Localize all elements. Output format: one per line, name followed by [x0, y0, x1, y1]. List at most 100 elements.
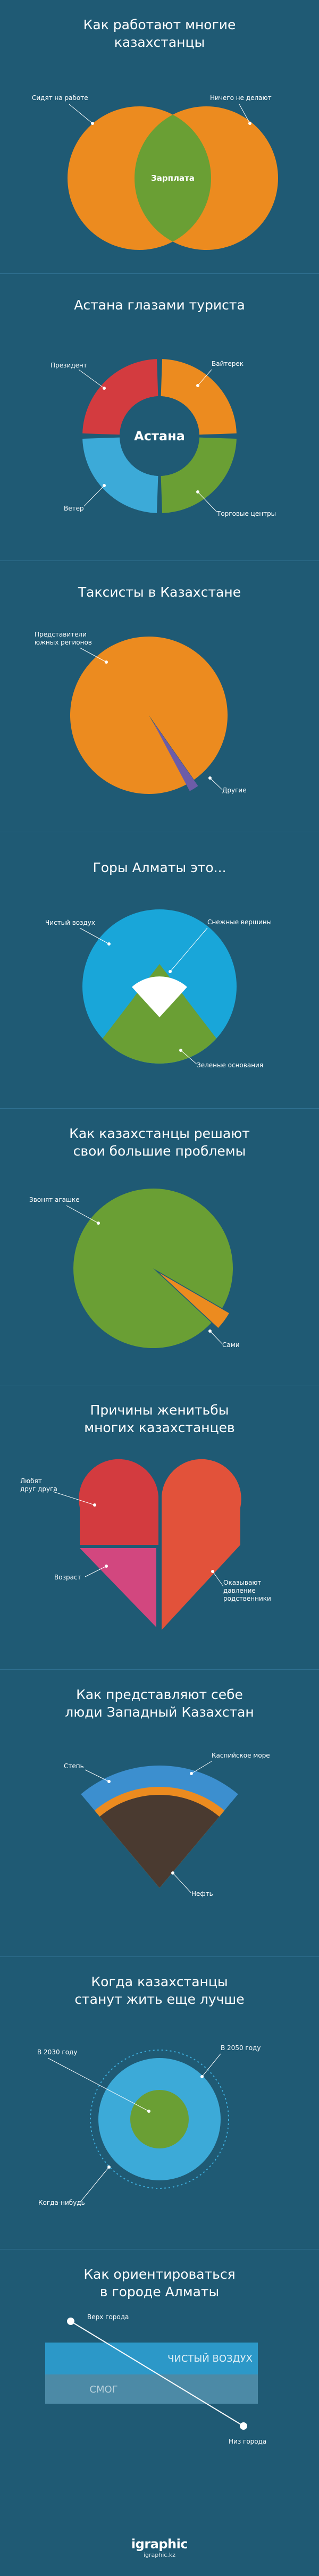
- label-air: Чистый воздух: [45, 919, 95, 926]
- label-bl: Ветер: [64, 505, 84, 512]
- venn-diagram: Зарплата Сидят на работе Ничего не делаю…: [32, 94, 278, 250]
- label-oil: Нефть: [191, 1890, 213, 1897]
- leader: [209, 1331, 223, 1344]
- clean-air-band: [45, 2343, 258, 2374]
- section-title: Горы Алматы это...: [93, 860, 226, 875]
- section-title: Как представляют себе люди Западный Каза…: [65, 1687, 254, 1720]
- leader-dot: [171, 1871, 174, 1875]
- donut-center-label: Астана: [134, 429, 185, 444]
- leader: [83, 485, 105, 507]
- leader-dot: [103, 387, 106, 390]
- leader: [212, 1571, 224, 1587]
- section-taxi: Таксисты в Казахстане Представители южны…: [0, 561, 319, 832]
- leader: [79, 647, 107, 663]
- section-astana: Астана глазами туриста Астана Президент …: [0, 274, 319, 561]
- leader-dot: [179, 1049, 182, 1052]
- section-almaty: Как ориентироваться в городе Алматы ЧИСТ…: [0, 2249, 319, 2515]
- donut-segment-br: [161, 437, 237, 513]
- label-sea: Каспийское море: [212, 1752, 270, 1759]
- leader: [197, 491, 217, 513]
- leader-dot: [211, 1570, 214, 1573]
- venn-center-label: Зарплата: [151, 173, 195, 183]
- top-point: [67, 2318, 74, 2325]
- ring-2030: [130, 2090, 189, 2148]
- leader: [79, 2167, 110, 2203]
- pie-taxi: Представители южных регионов Другие: [35, 631, 247, 794]
- section-title: Астана глазами туриста: [74, 297, 245, 313]
- leader: [53, 1491, 95, 1506]
- donut-hole: [120, 396, 199, 476]
- ring-someday: [90, 2050, 229, 2189]
- leader-dot: [208, 776, 212, 780]
- heart-left-bottom: [80, 1548, 156, 1627]
- brand-logo: igraphic: [131, 2537, 188, 2552]
- leader-dot: [105, 1565, 108, 1568]
- bottom-point: [240, 2422, 247, 2430]
- leader-dot: [196, 490, 199, 494]
- leader-dot: [107, 942, 111, 946]
- label-clean: ЧИСТЫЙ ВОЗДУХ: [167, 2353, 253, 2364]
- footer: igraphic igraphic.kz: [0, 2537, 319, 2558]
- leader-left: [69, 104, 93, 124]
- label-love-l2: друг друга: [20, 1485, 57, 1493]
- leader-dot: [248, 122, 251, 125]
- label-base: Зеленые основания: [197, 1061, 263, 1069]
- section-title: Как ориентироваться в городе Алматы: [83, 2266, 236, 2299]
- leader-dot: [190, 1772, 193, 1775]
- pie-segments: [70, 637, 228, 794]
- donut-segment-bl: [82, 437, 158, 513]
- label-pressure-l2: давление: [223, 1587, 256, 1594]
- target-diagram: В 2030 году В 2050 году Когда-нибудь: [37, 2044, 261, 2206]
- donut-segment-tr: [161, 359, 237, 435]
- section-mountains: Горы Алматы это... Чистый воздух Снежные…: [0, 832, 319, 1109]
- section-title: Как работают многие казахстанцы: [83, 17, 236, 50]
- label-tl: Президент: [51, 362, 87, 369]
- leader: [172, 1872, 192, 1894]
- leader: [85, 1566, 107, 1577]
- label-2030: В 2030 году: [37, 2048, 77, 2056]
- label-self: Сами: [222, 1341, 240, 1349]
- label-2050: В 2050 году: [221, 2044, 261, 2052]
- label-call: Звонят агашке: [29, 1196, 80, 1203]
- label-main-l2: южных регионов: [35, 639, 92, 646]
- west-diagram: Степь Каспийское море Нефть: [64, 1752, 270, 1897]
- donut-segments: [82, 359, 237, 513]
- label-peaks: Снежные вершины: [207, 918, 272, 926]
- leader: [209, 777, 223, 790]
- leader-dot: [147, 2110, 150, 2113]
- leader: [85, 1769, 110, 1782]
- label-left: Сидят на работе: [32, 94, 88, 102]
- section-title: Когда казахстанцы станут жить еще лучше: [74, 1974, 245, 2007]
- section-title: Таксисты в Казахстане: [78, 584, 241, 600]
- leader-dot: [93, 1503, 96, 1507]
- fan-oil: [99, 1795, 220, 1888]
- fan-layers: [81, 1766, 238, 1888]
- leader-dot: [208, 1329, 212, 1333]
- pie-segments: [73, 1189, 233, 1348]
- section-title: Как казахстанцы решают свои большие проб…: [69, 1126, 250, 1159]
- pie-slice-self: [159, 1273, 229, 1328]
- label-pressure-l1: Оказывают: [223, 1579, 261, 1586]
- leader-dot: [200, 2075, 204, 2078]
- heart-chart: Любят друг друга Возраст Оказывают давле…: [20, 1459, 271, 1630]
- snow-peak: [132, 976, 187, 1017]
- label-tr: Байтерек: [212, 360, 244, 367]
- leader-right: [239, 104, 250, 124]
- leader-dot: [169, 970, 172, 973]
- almaty-diagram: ЧИСТЫЙ ВОЗДУХ СМОГ Верх города Низ город…: [45, 2313, 266, 2445]
- pie-slice-main: [70, 637, 228, 794]
- section-west: Как представляют себе люди Западный Каза…: [0, 1670, 319, 1957]
- label-smog: СМОГ: [89, 2384, 117, 2395]
- pie-problems: Звонят агашке Сами: [29, 1189, 240, 1349]
- leader: [47, 2058, 149, 2112]
- donut-segment-tl: [82, 359, 158, 435]
- label-right: Ничего не делают: [210, 94, 272, 102]
- leader-dot: [97, 1222, 100, 1225]
- section-marriage: Причины женитьбы многих казахстанцев Люб…: [0, 1385, 319, 1670]
- label-love-l1: Любят: [20, 1477, 42, 1485]
- heart-right: [162, 1459, 241, 1630]
- label-br: Торговые центры: [216, 510, 276, 517]
- leader-dot: [107, 1780, 111, 1783]
- brand-site: igraphic.kz: [143, 2552, 175, 2558]
- heart-left-top: [79, 1459, 158, 1545]
